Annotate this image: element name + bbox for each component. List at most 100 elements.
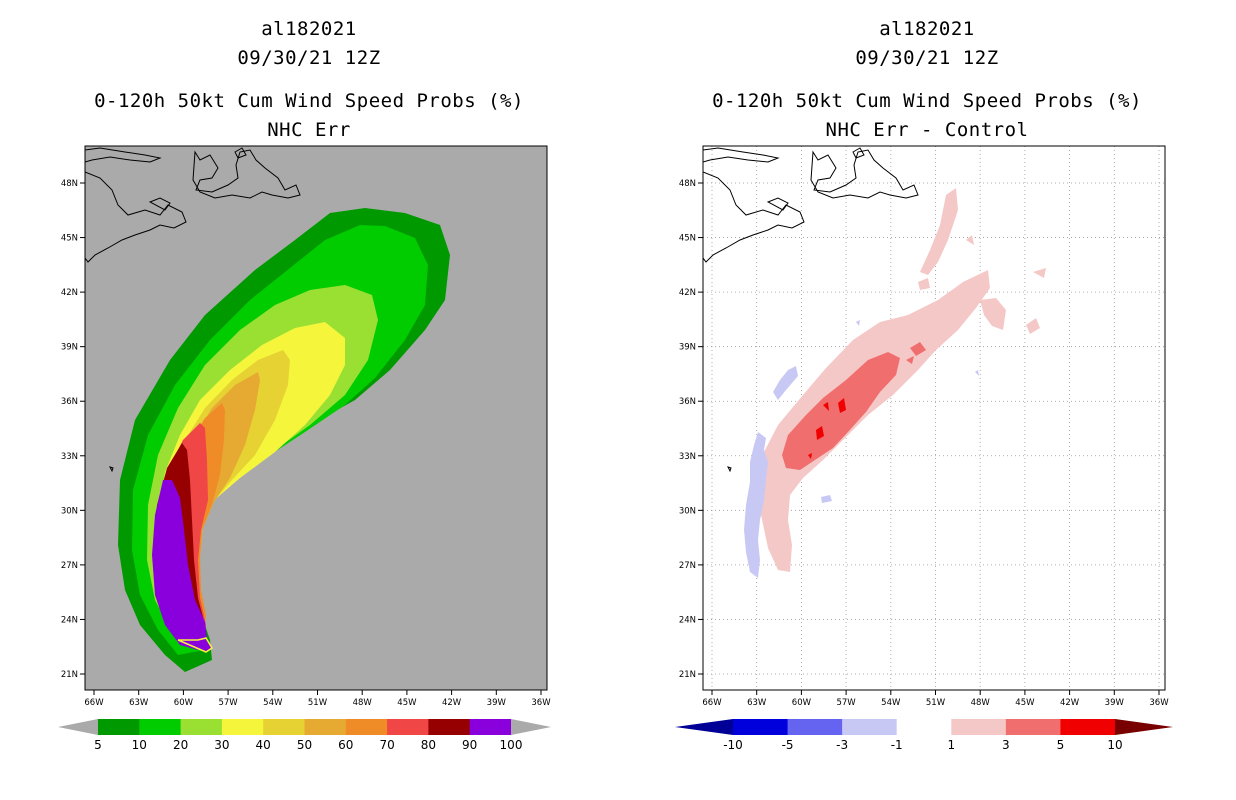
colorbar-label: 20 bbox=[173, 738, 188, 752]
colorbar-segment bbox=[345, 719, 388, 735]
x-tick-label: 63W bbox=[747, 698, 767, 708]
y-tick-label: 45N bbox=[679, 234, 696, 244]
colorbar-segment bbox=[180, 719, 223, 735]
colorbar-label: 10 bbox=[1107, 738, 1122, 752]
map-background bbox=[703, 146, 1165, 690]
difference-map: 66W 63W 60W 57W 54W 51W 48W 45W 42W 39W 36W 48N 45N 4… bbox=[675, 145, 1173, 752]
colorbar-label: 50 bbox=[297, 738, 312, 752]
prob-band-30 bbox=[158, 322, 345, 642]
diff-band-neg-1-blob-b bbox=[821, 495, 832, 503]
diff-band-pos-1-blob-c bbox=[938, 300, 954, 318]
product-title: 0-120h 50kt Cum Wind Speed Probs (%) bbox=[94, 90, 524, 112]
y-tick-label: 21N bbox=[679, 670, 696, 680]
y-tick-label: 36N bbox=[679, 397, 696, 407]
x-tick-label: 63W bbox=[129, 698, 149, 708]
probability-map: 66W 63W 60W 57W 54W 51W 48W 45W 42W 39W 36W 48N 45N 4… bbox=[58, 145, 551, 752]
storm-id-title: al182021 bbox=[261, 18, 357, 40]
colorbar-label: -5 bbox=[782, 738, 794, 752]
y-tick-label: 33N bbox=[61, 452, 78, 462]
colorbar-segment bbox=[787, 719, 843, 735]
prob-band-90 bbox=[152, 480, 207, 650]
x-tick-label: 66W bbox=[84, 698, 104, 708]
x-tick-label: 57W bbox=[218, 698, 238, 708]
colorbar-segment bbox=[733, 719, 789, 735]
y-tick-label: 27N bbox=[679, 561, 696, 571]
colorbar-segment bbox=[139, 719, 182, 735]
colorbar-label: 5 bbox=[1057, 738, 1065, 752]
colorbar-label: -3 bbox=[836, 738, 848, 752]
colorbar-label: 3 bbox=[1002, 738, 1010, 752]
colorbar-label: 10 bbox=[132, 738, 147, 752]
y-tick-label: 42N bbox=[679, 288, 696, 298]
axis-ticks: 66W 63W 60W 57W 54W 51W 48W 45W 42W 39W 36W 48N 45N 4… bbox=[679, 179, 1169, 708]
colorbar-segment bbox=[221, 719, 264, 735]
x-tick-label: 42W bbox=[442, 698, 462, 708]
diff-band-pos-1 bbox=[760, 270, 990, 572]
right-chart-panel: al182021 09/30/21 12Z 0-120h 50kt Cum Wi… bbox=[618, 0, 1236, 800]
diff-band-pos-5-a bbox=[838, 398, 846, 413]
diff-band-pos-5-d bbox=[808, 453, 812, 459]
datetime-title: 09/30/21 12Z bbox=[855, 47, 999, 69]
colorbar-segment bbox=[263, 719, 305, 735]
colorbar-label: -1 bbox=[891, 738, 903, 752]
colorbar-label: 1 bbox=[947, 738, 955, 752]
diff-band-neg-1 bbox=[744, 432, 768, 578]
y-tick-label: 39N bbox=[679, 343, 696, 353]
colorbar-segment bbox=[951, 719, 1007, 735]
colorbar-high-arrow bbox=[1115, 719, 1173, 735]
diff-band-pos-1-blob-a bbox=[980, 298, 1006, 330]
diff-band-pos-5-c bbox=[816, 426, 824, 440]
colorbar: -10 -5 -3 -1 1 3 5 10 bbox=[675, 719, 1173, 752]
diff-band-pos-3-blob-b bbox=[906, 356, 914, 364]
colorbar-high-arrow bbox=[511, 719, 551, 735]
colorbar-segment bbox=[896, 719, 952, 735]
colorbar-label: 40 bbox=[256, 738, 271, 752]
diff-band-neg-1-blob-c bbox=[856, 320, 860, 326]
axis-ticks: 66W 63W 60W 57W 54W 51W 48W 45W 42W 39W 36W 48N 45N 4… bbox=[61, 179, 551, 708]
colorbar-label: 80 bbox=[421, 738, 436, 752]
colorbar-segment bbox=[1005, 719, 1061, 735]
diff-band-pos-1-blob-d bbox=[1033, 268, 1046, 278]
x-tick-label: 36W bbox=[531, 698, 551, 708]
diff-band-pos-1-north bbox=[920, 188, 958, 275]
product-title: 0-120h 50kt Cum Wind Speed Probs (%) bbox=[712, 90, 1142, 112]
y-tick-label: 39N bbox=[61, 343, 78, 353]
y-tick-label: 36N bbox=[61, 397, 78, 407]
left-chart-panel: al182021 09/30/21 12Z 0-120h 50kt Cum Wi… bbox=[58, 18, 551, 752]
map-frame bbox=[702, 145, 1166, 691]
x-tick-label: 39W bbox=[1105, 698, 1125, 708]
colorbar-segment bbox=[387, 719, 429, 735]
diff-band-pos-1-blob-b bbox=[1026, 318, 1040, 334]
storm-id-title: al182021 bbox=[879, 18, 975, 40]
datetime-title: 09/30/21 12Z bbox=[237, 47, 381, 69]
colorbar-low-arrow bbox=[58, 719, 98, 735]
coastline bbox=[85, 147, 301, 473]
y-tick-label: 33N bbox=[679, 452, 696, 462]
colorbar-label: 60 bbox=[338, 738, 353, 752]
colorbar-segment bbox=[469, 719, 512, 735]
x-tick-label: 42W bbox=[1060, 698, 1080, 708]
x-tick-label: 51W bbox=[926, 698, 946, 708]
diff-band-neg-1-blob-d bbox=[975, 370, 979, 376]
x-tick-label: 54W bbox=[263, 698, 283, 708]
y-tick-label: 27N bbox=[61, 561, 78, 571]
x-tick-label: 54W bbox=[881, 698, 901, 708]
colorbar-segment bbox=[1060, 719, 1116, 735]
colorbar-segment bbox=[428, 719, 471, 735]
colorbar-segment bbox=[842, 719, 898, 735]
x-tick-label: 51W bbox=[308, 698, 328, 708]
x-tick-label: 66W bbox=[702, 698, 722, 708]
colorbar-label: 100 bbox=[500, 738, 523, 752]
y-tick-label: 48N bbox=[61, 179, 78, 189]
colorbar-segment bbox=[98, 719, 140, 735]
x-tick-label: 60W bbox=[174, 698, 194, 708]
x-tick-label: 39W bbox=[487, 698, 507, 708]
y-tick-label: 48N bbox=[679, 179, 696, 189]
diff-band-neg-1-blob-a bbox=[773, 366, 798, 400]
diff-band-pos-1-blob-e bbox=[966, 235, 974, 245]
colorbar-label: 5 bbox=[94, 738, 102, 752]
product-subtitle: NHC Err bbox=[267, 119, 351, 141]
colorbar-label: 90 bbox=[462, 738, 477, 752]
y-tick-label: 45N bbox=[61, 234, 78, 244]
y-tick-label: 42N bbox=[61, 288, 78, 298]
